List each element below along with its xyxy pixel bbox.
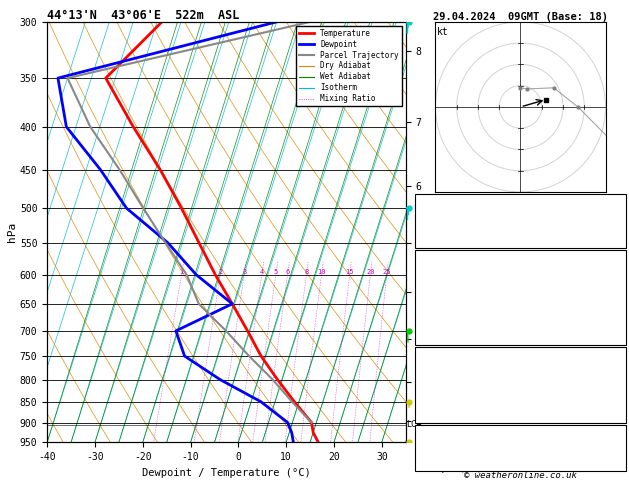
Text: 4: 4 — [260, 269, 264, 275]
Legend: Temperature, Dewpoint, Parcel Trajectory, Dry Adiabat, Wet Adiabat, Isotherm, Mi: Temperature, Dewpoint, Parcel Trajectory… — [296, 26, 402, 106]
Text: CIN (J): CIN (J) — [418, 410, 459, 420]
Text: © weatheronline.co.uk: © weatheronline.co.uk — [464, 471, 577, 480]
Y-axis label: hPa: hPa — [7, 222, 17, 242]
Text: Dewp (°C): Dewp (°C) — [418, 277, 471, 287]
Text: 29.04.2024  09GMT (Base: 18): 29.04.2024 09GMT (Base: 18) — [433, 12, 608, 22]
Text: θₑ(K): θₑ(K) — [418, 291, 448, 301]
Text: 15: 15 — [611, 197, 623, 208]
Text: 6: 6 — [286, 269, 290, 275]
Text: StmSpd (kt): StmSpd (kt) — [418, 463, 483, 472]
Text: Temp (°C): Temp (°C) — [418, 264, 471, 274]
Text: 254°: 254° — [599, 455, 623, 465]
Text: θₑ (K): θₑ (K) — [418, 373, 454, 383]
Text: Lifted Index: Lifted Index — [418, 304, 489, 314]
Text: Most Unstable: Most Unstable — [482, 352, 559, 363]
Text: 20: 20 — [366, 269, 375, 275]
Text: K: K — [418, 197, 424, 208]
Text: 319: 319 — [605, 291, 623, 301]
X-axis label: Dewpoint / Temperature (°C): Dewpoint / Temperature (°C) — [142, 468, 311, 478]
Text: 900: 900 — [605, 361, 623, 371]
Text: Lifted Index: Lifted Index — [418, 385, 489, 396]
Text: 7: 7 — [617, 463, 623, 472]
Text: LCL: LCL — [406, 420, 421, 429]
Text: 10: 10 — [317, 269, 326, 275]
Text: 11.5: 11.5 — [599, 277, 623, 287]
Text: CIN (J): CIN (J) — [418, 330, 459, 341]
Text: Totals Totals: Totals Totals — [418, 214, 494, 224]
Text: 1.73: 1.73 — [599, 230, 623, 241]
Text: kt: kt — [437, 27, 449, 37]
Text: 0: 0 — [617, 317, 623, 328]
Text: -3: -3 — [611, 439, 623, 449]
Y-axis label: km
ASL: km ASL — [432, 210, 450, 232]
Text: PW (cm): PW (cm) — [418, 230, 459, 241]
Text: 3: 3 — [242, 269, 247, 275]
Text: 1: 1 — [179, 269, 184, 275]
Text: Surface: Surface — [500, 255, 541, 265]
Text: SREH: SREH — [418, 447, 442, 457]
Text: 44°13'N  43°06'E  522m  ASL: 44°13'N 43°06'E 522m ASL — [47, 9, 240, 22]
Text: 48: 48 — [611, 214, 623, 224]
Text: StmDir: StmDir — [418, 455, 454, 465]
Text: 2: 2 — [218, 269, 223, 275]
Text: 0: 0 — [617, 330, 623, 341]
Text: 433: 433 — [605, 398, 623, 408]
Text: Pressure (mb): Pressure (mb) — [418, 361, 494, 371]
Text: 8: 8 — [304, 269, 309, 275]
Text: Hodograph: Hodograph — [494, 430, 547, 440]
Text: CAPE (J): CAPE (J) — [418, 317, 465, 328]
Text: 5: 5 — [274, 269, 278, 275]
Text: 25: 25 — [382, 269, 391, 275]
Text: CAPE (J): CAPE (J) — [418, 398, 465, 408]
Text: -2: -2 — [611, 447, 623, 457]
Text: 241: 241 — [605, 410, 623, 420]
Text: 4: 4 — [617, 304, 623, 314]
Text: EH: EH — [418, 439, 430, 449]
Text: -1: -1 — [611, 385, 623, 396]
Text: 329: 329 — [605, 373, 623, 383]
Text: 16.7: 16.7 — [599, 264, 623, 274]
Text: 15: 15 — [345, 269, 354, 275]
